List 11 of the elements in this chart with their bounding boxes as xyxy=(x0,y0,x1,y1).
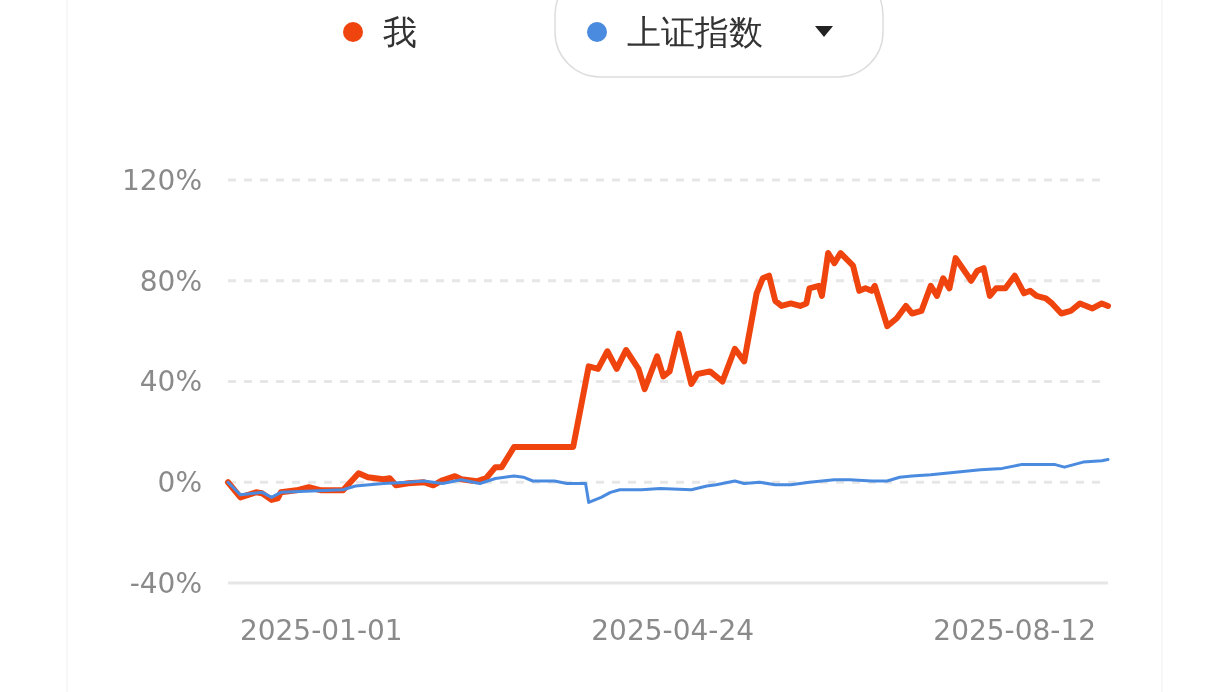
y-tick-label: -40% xyxy=(129,566,202,600)
line-series xyxy=(226,458,1110,504)
y-tick-label: 80% xyxy=(139,264,202,298)
x-tick-label: 2025-01-01 xyxy=(239,614,403,647)
legend-label: 我 xyxy=(383,11,417,52)
x-tick-label: 2025-04-24 xyxy=(591,614,755,647)
y-tick-label: 40% xyxy=(139,365,202,399)
legend-label: 上证指数 xyxy=(627,11,763,52)
y-tick-label: 120% xyxy=(121,163,202,197)
y-tick-label: 0% xyxy=(157,466,202,500)
x-tick-label: 2025-08-12 xyxy=(933,614,1097,647)
